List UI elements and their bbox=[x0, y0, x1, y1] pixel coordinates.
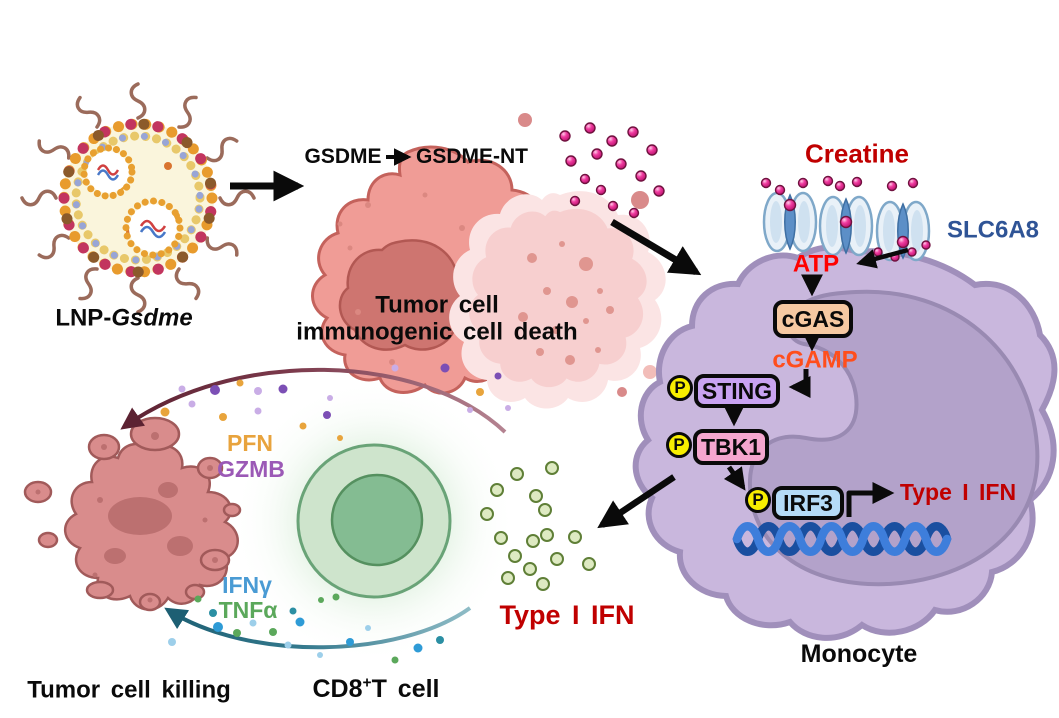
lnp-label-prefix: LNP- bbox=[55, 304, 112, 332]
tumor-caption-line1: Tumor cell bbox=[375, 291, 499, 319]
arrow-tumor-to-monocyte bbox=[610, 218, 702, 276]
tnfa-label: TNFα bbox=[218, 596, 278, 623]
atp-label: ATP bbox=[792, 250, 840, 278]
sting-box-label: STING bbox=[701, 377, 773, 404]
monocyte-caption: Monocyte bbox=[800, 639, 918, 668]
cd8-caption-name: CD8 bbox=[312, 675, 363, 704]
dying-cell bbox=[449, 113, 666, 409]
ifn-dots bbox=[480, 461, 596, 591]
tbk1-box-label: TBK1 bbox=[700, 433, 762, 460]
cd8-caption-sup: + bbox=[362, 674, 372, 692]
gsdme-label: GSDME bbox=[304, 144, 382, 168]
dna-helix bbox=[732, 522, 952, 556]
arrow-monocyte-to-ifn bbox=[597, 474, 676, 529]
gzmb-label: GZMB bbox=[217, 455, 285, 482]
sting-box: STING bbox=[694, 374, 780, 408]
irf3-phospho-badge: P bbox=[745, 487, 771, 513]
tumor-caption-line2: immunogenic cell death bbox=[296, 318, 578, 346]
killed-tumor-fragments bbox=[23, 416, 242, 612]
arrow-pfn-gzmb bbox=[120, 367, 507, 434]
type1-ifn-gene-label: Type I IFN bbox=[899, 478, 1017, 505]
creatine-dots-transport bbox=[760, 175, 931, 262]
gsdme-nt-label: GSDME-NT bbox=[416, 144, 528, 168]
ifng-label: IFNγ bbox=[222, 571, 272, 598]
irf3-box-label: IRF3 bbox=[783, 489, 833, 516]
tbk1-box: TBK1 bbox=[693, 429, 769, 465]
lnp-nanoparticle bbox=[20, 82, 256, 314]
cd8-nucleus bbox=[330, 473, 424, 567]
pfn-gzmb-dots bbox=[160, 363, 511, 441]
lnp-label: LNP-Gsdme bbox=[55, 305, 192, 330]
type1-ifn-label: Type I IFN bbox=[499, 599, 635, 630]
lnp-label-gene: Gsdme bbox=[111, 304, 193, 332]
tbk1-phospho-badge: P bbox=[666, 432, 692, 458]
pfn-label: PFN bbox=[227, 429, 273, 456]
tumor-killing-caption: Tumor cell killing bbox=[27, 676, 231, 704]
creatine-label: Creatine bbox=[804, 138, 910, 169]
cgamp-label: cGAMP bbox=[772, 346, 858, 374]
irf3-box: IRF3 bbox=[772, 486, 844, 520]
cgas-box: cGAS bbox=[773, 300, 853, 338]
lnp-inner-rna-1 bbox=[80, 144, 136, 200]
cd8-caption-rest: T cell bbox=[371, 675, 440, 704]
cd8-caption: CD8+T cell bbox=[312, 674, 440, 704]
cd8-t-cell bbox=[296, 443, 452, 599]
pathway-arrows bbox=[722, 247, 909, 517]
ifng-tnfa-dots bbox=[168, 593, 444, 664]
arrow-ifng-tnfa bbox=[164, 606, 472, 650]
sting-phospho-badge: P bbox=[667, 375, 693, 401]
slc6a8-label: SLC6A8 bbox=[946, 216, 1040, 244]
cgas-box-label: cGAS bbox=[781, 305, 845, 332]
creatine-dots-released bbox=[559, 122, 665, 219]
lnp-inner-rna-2 bbox=[122, 197, 184, 259]
